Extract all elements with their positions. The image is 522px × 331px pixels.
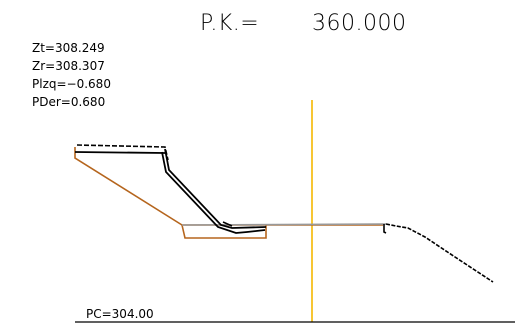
station-label: P.K.= [200,11,259,36]
pavement-line [181,223,387,226]
station-value: 360.000 [312,11,406,36]
right-slope: PDer=0.680 [32,95,105,109]
terrain-top-solid [74,151,166,154]
terrain-right-kerb [383,224,387,234]
terrain-top-dashed [76,144,169,161]
terrain-elevation: Zt=308.249 [32,41,105,55]
terrain-right-slope [385,223,494,283]
datum-label: PC=304.00 [86,307,154,321]
terrain-left-slope-outer [164,148,267,229]
design-left-slope [74,147,266,226]
design-left-ditch [181,224,267,239]
terrain-ditch-detail [222,221,233,227]
terrain-left-slope-inner [161,151,266,234]
left-slope: Plzq=−0.680 [32,77,111,91]
grade-elevation: Zr=308.307 [32,59,105,73]
